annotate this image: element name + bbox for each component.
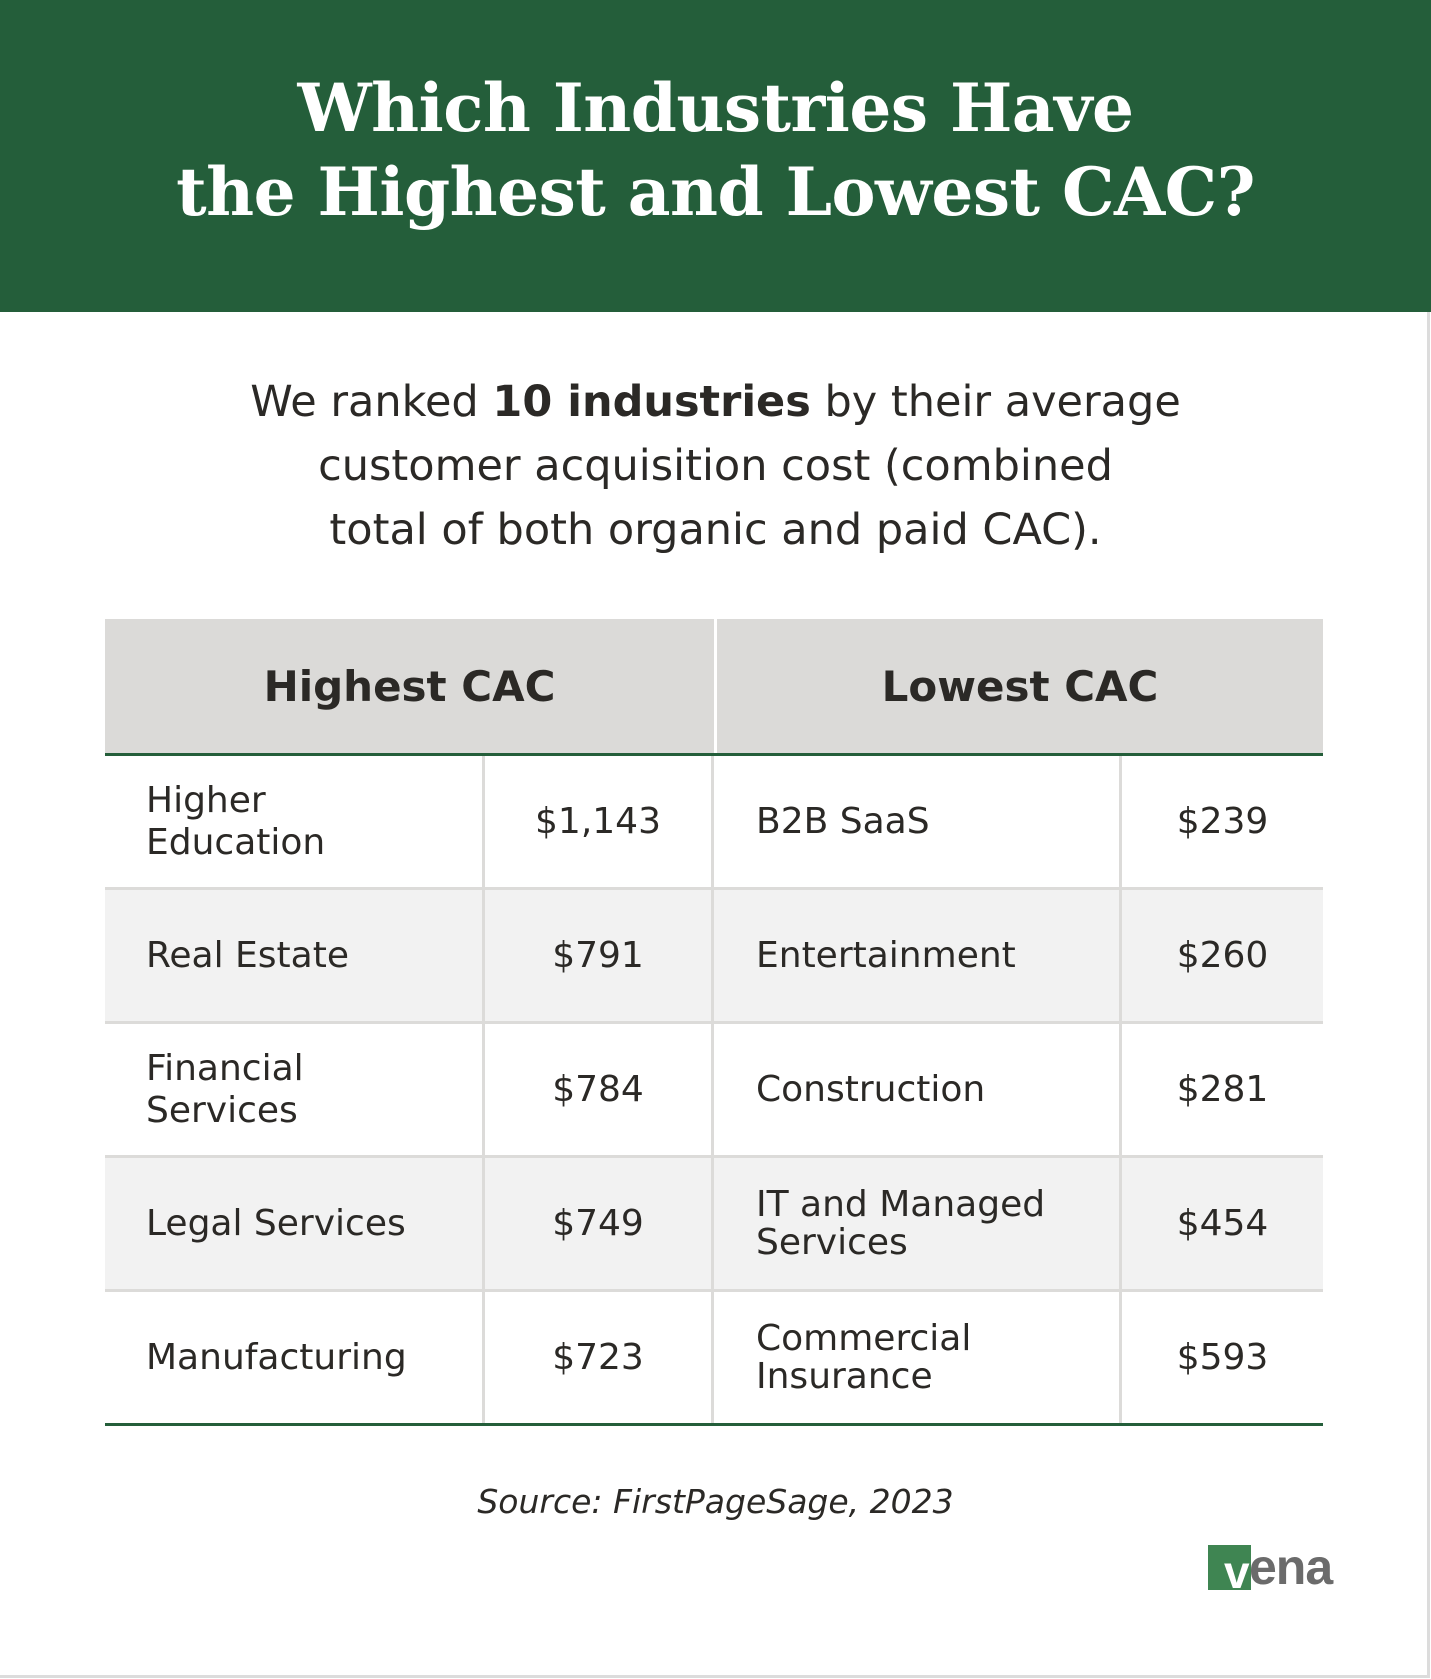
source-caption: Source: FirstPageSage, 2023 bbox=[477, 1482, 954, 1521]
high-value: $784 bbox=[485, 1024, 714, 1155]
high-value: $749 bbox=[485, 1158, 714, 1289]
low-value: $260 bbox=[1176, 934, 1269, 976]
header-highest-cac: Highest CAC bbox=[105, 619, 717, 753]
high-value: $723 bbox=[485, 1292, 714, 1423]
intro-suffix: by their average bbox=[810, 377, 1181, 427]
high-industry: Legal Services bbox=[105, 1158, 485, 1289]
high-industry: Manufacturing bbox=[105, 1292, 485, 1423]
vena-logo: v ena bbox=[1208, 1539, 1333, 1595]
table-row: Higher Education $1,143 B2B SaaS $239 bbox=[105, 756, 1323, 890]
low-value: $281 bbox=[1176, 1068, 1269, 1110]
intro-prefix: We ranked bbox=[250, 377, 493, 427]
logo-mark: v bbox=[1208, 1545, 1251, 1590]
table-row: Legal Services $749 IT and Managed Servi… bbox=[105, 1158, 1323, 1292]
low-value: $593 bbox=[1176, 1336, 1269, 1378]
table-row: Manufacturing $723 Commercial Insurance … bbox=[105, 1292, 1323, 1426]
intro-line-2: customer acquisition cost (combined bbox=[318, 441, 1113, 491]
high-value: $791 bbox=[485, 890, 714, 1021]
low-value: $239 bbox=[1176, 800, 1269, 842]
low-industry: Construction bbox=[714, 1024, 1122, 1155]
intro-text: We ranked 10 industries by their average… bbox=[0, 370, 1431, 562]
intro-line-1: We ranked 10 industries by their average bbox=[0, 370, 1431, 434]
high-industry: Higher Education bbox=[105, 756, 485, 887]
header-lowest-cac: Lowest CAC bbox=[881, 661, 1159, 711]
high-industry: Financial Services bbox=[105, 1024, 485, 1155]
high-value: $1,143 bbox=[485, 756, 714, 887]
table-header: Highest CAC Lowest CAC bbox=[105, 619, 1323, 756]
logo-text: ena bbox=[1249, 1539, 1333, 1595]
high-industry: Real Estate bbox=[105, 890, 485, 1021]
page-title: Which Industries Have the Highest and Lo… bbox=[176, 66, 1255, 234]
cac-table: Highest CAC Lowest CAC Higher Education … bbox=[105, 619, 1323, 1426]
title-line-2: the Highest and Lowest CAC? bbox=[176, 153, 1255, 231]
low-industry: B2B SaaS bbox=[714, 756, 1122, 887]
title-banner: Which Industries Have the Highest and Lo… bbox=[0, 0, 1431, 312]
logo-mark-letter: v bbox=[1224, 1546, 1250, 1590]
title-line-1: Which Industries Have bbox=[297, 69, 1134, 147]
intro-line-3: total of both organic and paid CAC). bbox=[329, 505, 1102, 555]
table-row: Financial Services $784 Construction $28… bbox=[105, 1024, 1323, 1158]
table-row: Real Estate $791 Entertainment $260 bbox=[105, 890, 1323, 1024]
low-industry: Commercial Insurance bbox=[714, 1292, 1122, 1423]
intro-bold: 10 industries bbox=[492, 377, 811, 427]
low-industry: IT and Managed Services bbox=[714, 1158, 1122, 1289]
low-value: $454 bbox=[1176, 1202, 1269, 1244]
low-industry: Entertainment bbox=[714, 890, 1122, 1021]
